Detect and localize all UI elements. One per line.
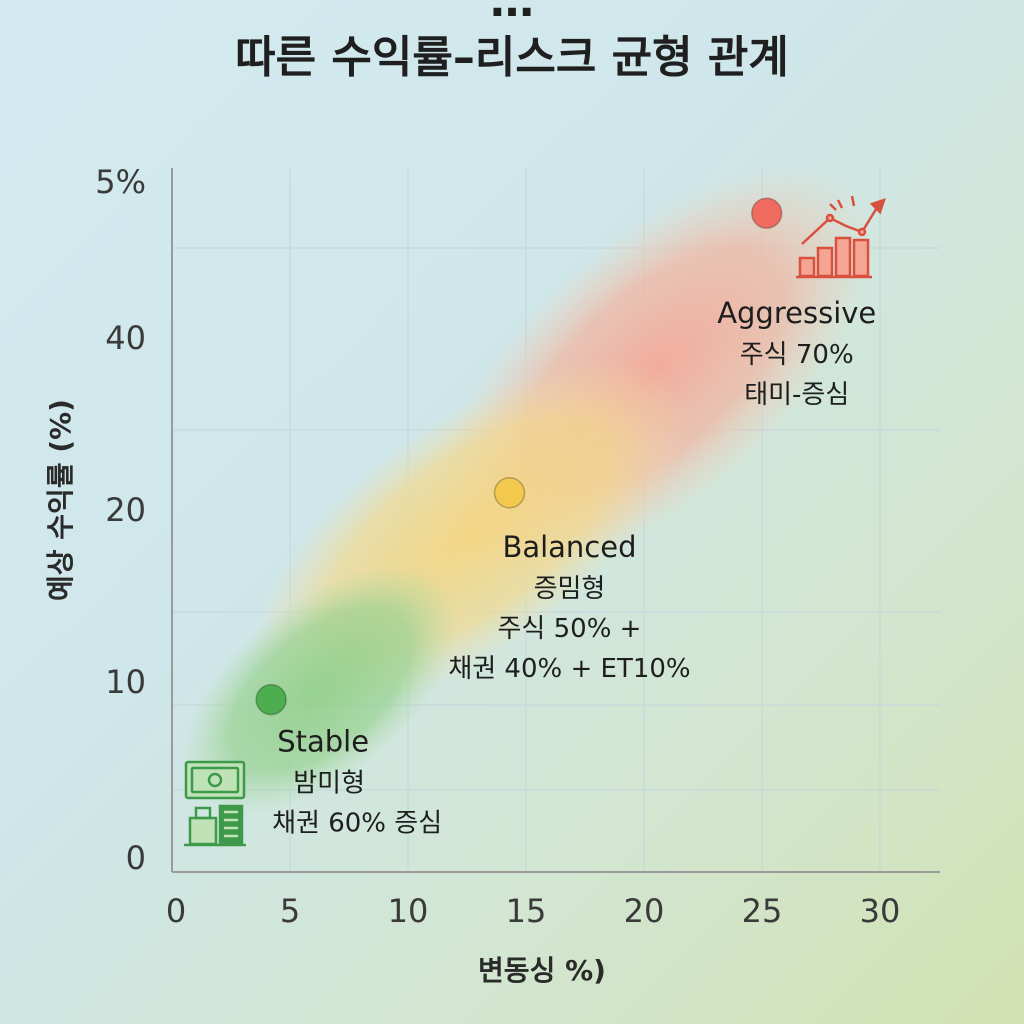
point-sublabel: 주식 50% + (498, 614, 642, 644)
data-point-balanced (493, 477, 526, 509)
chart-title: 따른 수익률–리스크 균형 관계 (235, 32, 789, 83)
x-axis-title: 변동싱 %) (478, 954, 606, 987)
point-sublabel: 주식 70% (740, 340, 854, 370)
cash-building-icon (184, 760, 246, 847)
stable-zone (181, 564, 459, 816)
y-tick-label: 40 (105, 319, 146, 357)
point-sublabel: 태미-증심 (744, 380, 849, 410)
data-point-stable (255, 683, 287, 716)
stock-chart-icon (796, 195, 886, 279)
point-sublabel: 밤미형 (293, 769, 365, 799)
point-sublabel: 증밈형 (534, 574, 606, 604)
data-point-aggressive (750, 197, 783, 229)
point-sublabel: 채권 60% 증심 (272, 809, 442, 839)
title-top: … (490, 0, 534, 27)
y-tick-label: 10 (105, 663, 146, 701)
axes (171, 168, 940, 873)
x-tick-label: 5 (280, 892, 300, 930)
x-tick-label: 20 (624, 892, 665, 930)
point-sublabel: 채권 40% + ET10% (448, 654, 690, 684)
x-tick-label: 30 (860, 892, 901, 930)
y-tick-label: 5% (95, 163, 146, 201)
point-label-balanced: Balanced (502, 530, 636, 564)
point-label-aggressive: Aggressive (717, 296, 876, 330)
x-tick-label: 0 (166, 892, 186, 930)
risk-zones (181, 165, 874, 816)
x-tick-label: 25 (742, 892, 783, 930)
x-tick-label: 10 (388, 892, 429, 930)
y-tick-label: 20 (105, 491, 146, 529)
x-tick-label: 15 (506, 892, 547, 930)
y-tick-label: 0 (126, 839, 146, 877)
y-axis-title: 예상 수익률 (%) (44, 399, 77, 601)
point-label-stable: Stable (277, 725, 369, 759)
